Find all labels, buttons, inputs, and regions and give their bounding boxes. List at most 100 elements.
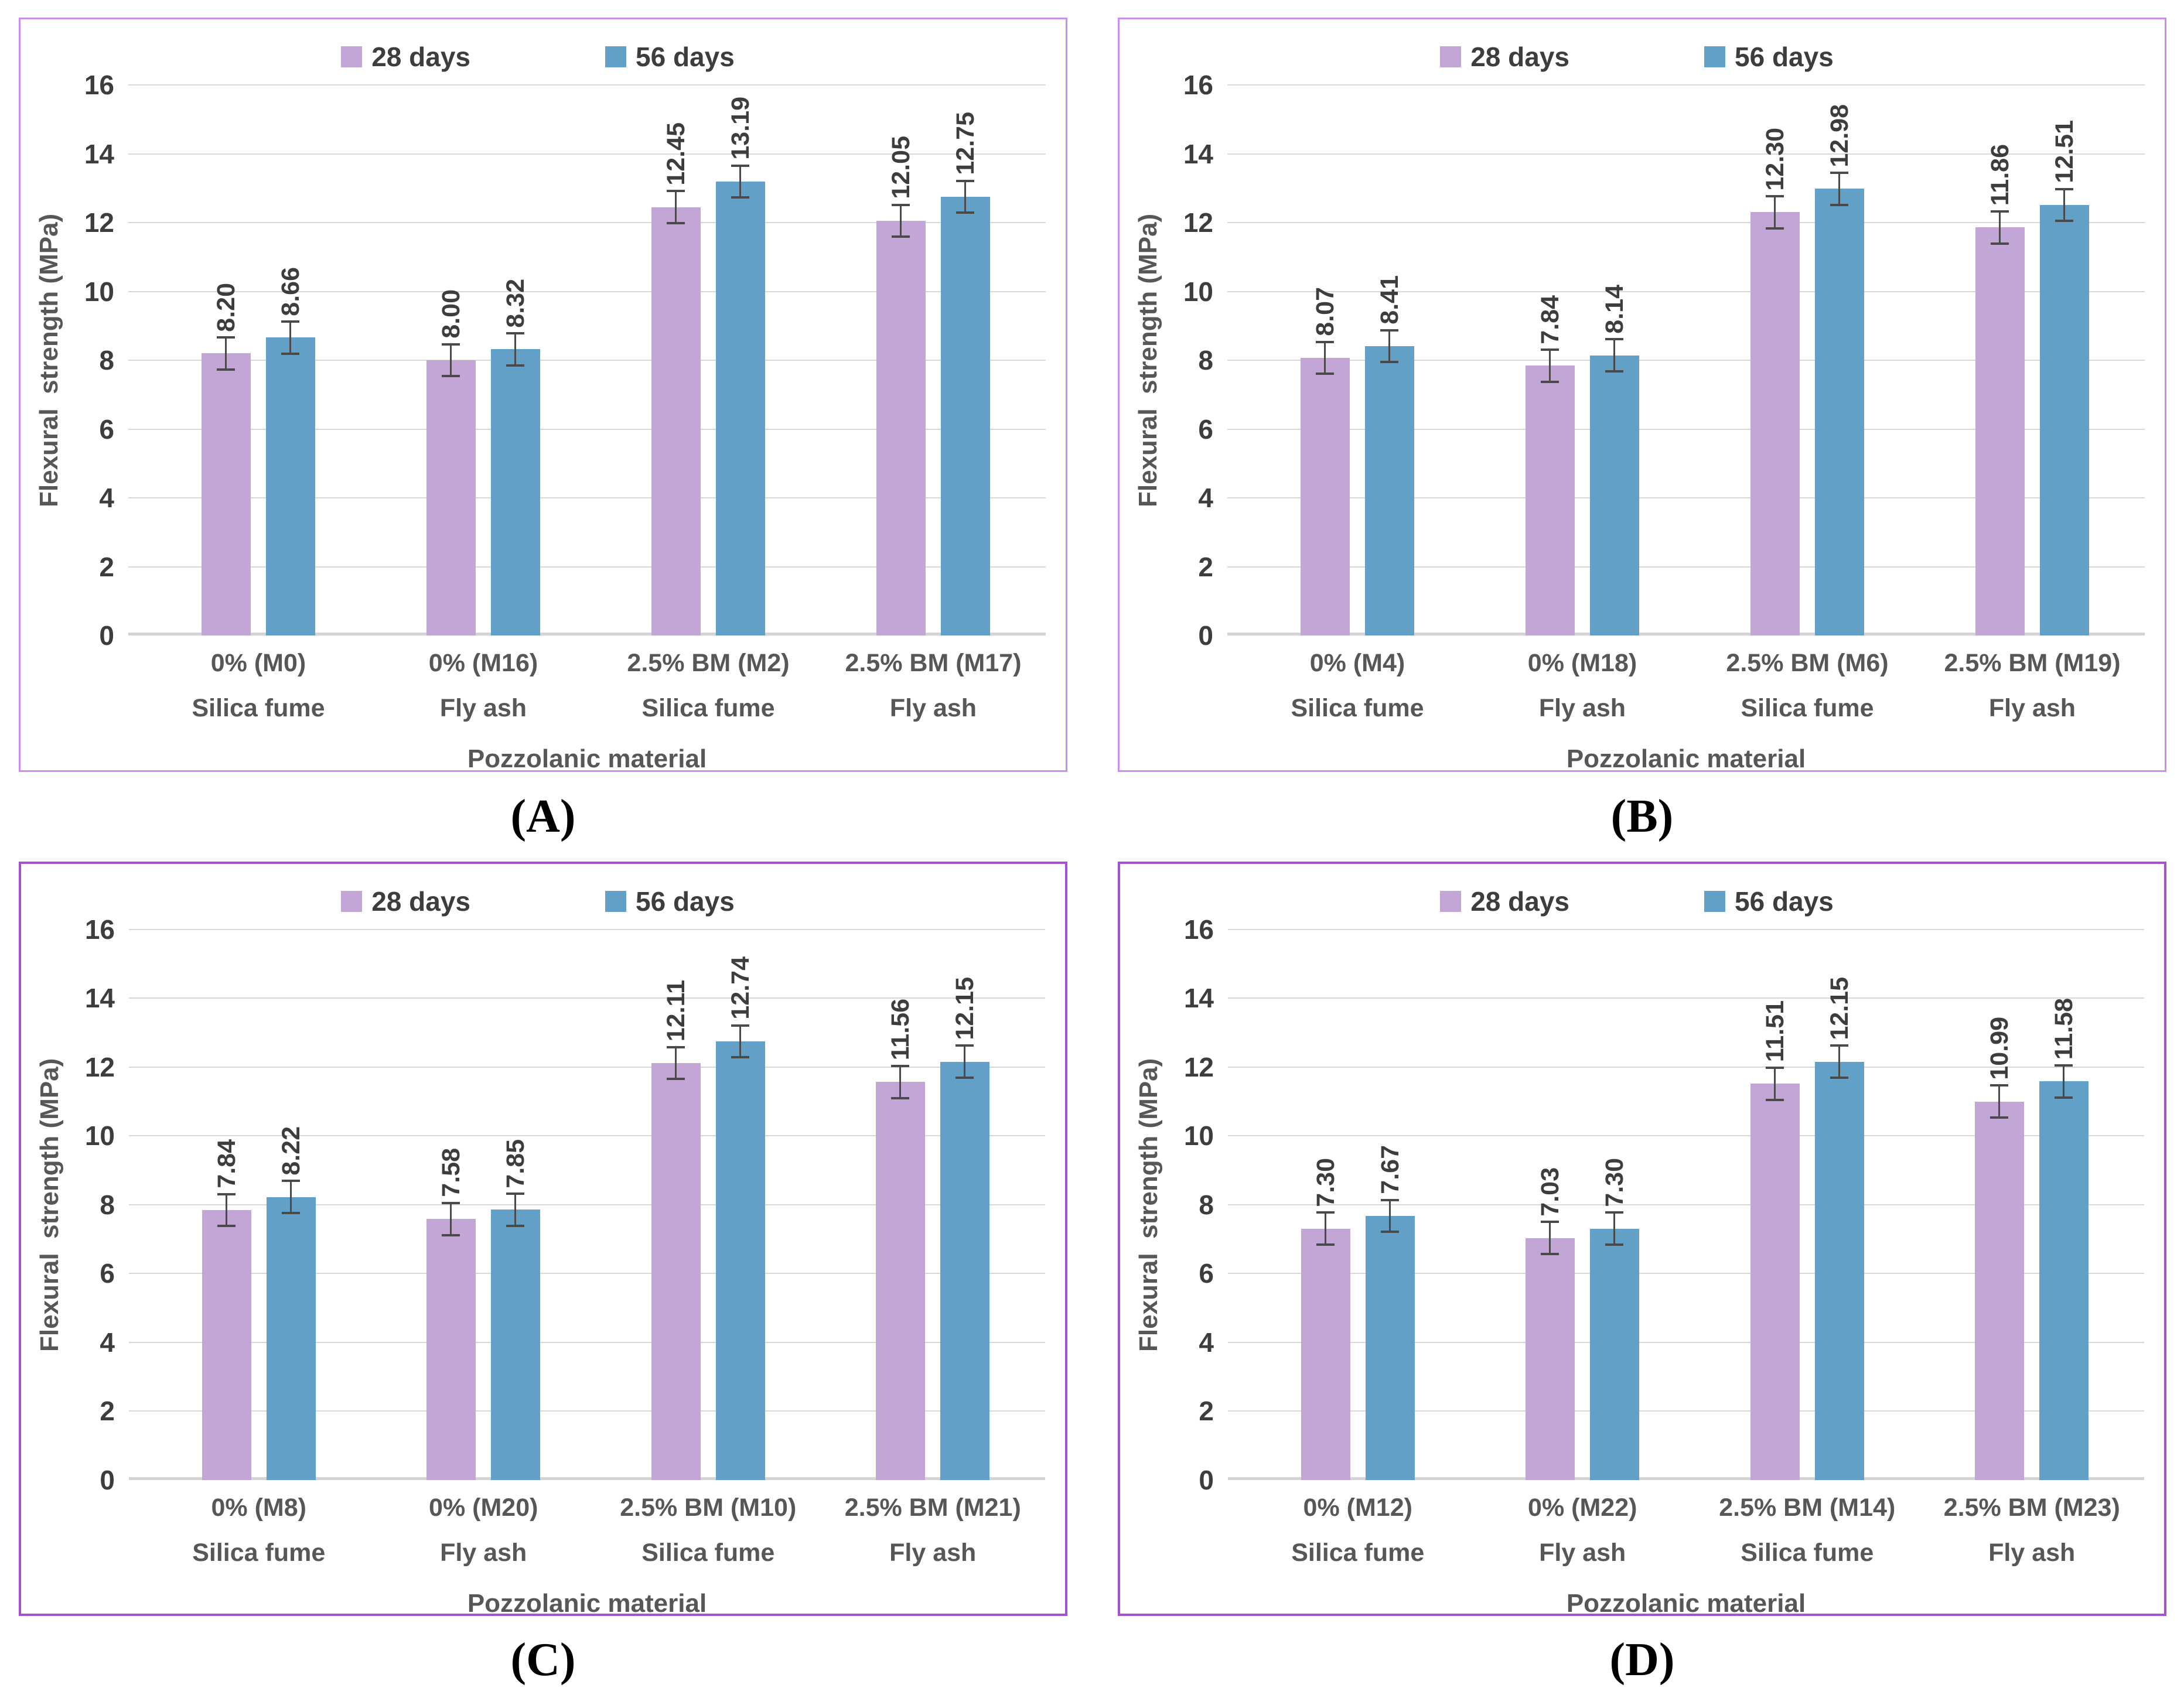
x-category-line2: Fly ash [889, 1538, 977, 1567]
gridline [128, 428, 1046, 430]
y-tick-label: 12 [84, 1051, 115, 1082]
value-label: 11.51 [1760, 1000, 1789, 1062]
value-label: 7.58 [437, 1148, 466, 1198]
error-bar [731, 164, 749, 199]
y-axis: Flexural strength (MPa) 0 2 4 6 8 10 12 14 16 [1129, 71, 1227, 649]
y-tick-label: 4 [1199, 1327, 1214, 1358]
error-bar [1766, 195, 1784, 230]
bar-group-cell: 10.99 11.58 [1920, 930, 2145, 1480]
value-label: 8.22 [277, 1126, 305, 1176]
gridline [129, 1273, 1045, 1274]
legend-item-28-days: 28 days [1440, 41, 1569, 73]
y-tick-label: 4 [100, 1327, 115, 1358]
plot-area: 8.20 8.66 8.00 8.32 12.45 13.19 12.05 12.75 [128, 84, 1046, 635]
chart-panel-d: 28 days 56 days Flexural strength (MPa) 0 2 4… [1118, 861, 2166, 1618]
y-tick-label: 10 [84, 276, 114, 307]
value-label: 12.30 [1761, 127, 1789, 191]
error-bar [955, 1044, 974, 1079]
bar-28-days: 12.45 [651, 122, 701, 635]
caption-c: (C) [510, 1634, 576, 1686]
x-category-labels: 0% (M4) Silica fume 0% (M18) Fly ash 2.5% BM… [1227, 651, 2145, 721]
value-label: 12.74 [726, 956, 755, 1020]
y-tick-label: 10 [1183, 1120, 1214, 1151]
bar-fill [1365, 346, 1414, 635]
bar-56-days: 8.14 [1590, 285, 1639, 635]
error-bar [281, 1180, 300, 1214]
legend-label: 28 days [371, 886, 470, 917]
bar-28-days: 11.51 [1750, 1000, 1800, 1480]
bar-56-days: 12.98 [1815, 104, 1864, 635]
y-tick-label: 4 [1198, 483, 1213, 513]
error-bar [1605, 338, 1623, 373]
bar-fill [266, 1197, 316, 1480]
legend: 28 days 56 days [1129, 29, 2145, 85]
bar-28-days: 7.84 [202, 1139, 251, 1480]
chart-panel-b: 28 days 56 days Flexural strength (MPa) 0 2 4… [1118, 18, 2166, 773]
x-category-line1: 0% (M0) [210, 649, 306, 677]
legend-swatch-icon [341, 46, 363, 67]
x-category-line2: Silica fume [1291, 694, 1424, 722]
bar-fill [426, 1219, 476, 1480]
x-axis-line [129, 1477, 1045, 1480]
error-bar [217, 1193, 236, 1228]
legend-label: 28 days [1470, 886, 1569, 917]
bar-56-days: 8.22 [266, 1126, 316, 1480]
x-category-line2: Silica fume [192, 1538, 326, 1567]
bar-group: 12.30 12.98 [1750, 104, 1864, 635]
y-tick-label: 2 [99, 551, 114, 582]
value-label: 13.19 [726, 97, 755, 160]
bar-fill [2039, 1081, 2089, 1480]
value-label: 12.75 [951, 112, 980, 175]
error-bar [217, 336, 235, 371]
y-tick-label: 16 [1183, 914, 1214, 945]
bar-fill [715, 1041, 765, 1480]
x-category-label: 2.5% BM (M21) Fly ash [821, 1495, 1046, 1566]
legend: 28 days 56 days [30, 873, 1045, 930]
bar-group-cell: 12.05 12.75 [821, 85, 1046, 635]
gridline [129, 997, 1045, 999]
error-bar [2055, 187, 2073, 223]
x-category-line2: Fly ash [1538, 694, 1626, 722]
bar-fill [1590, 355, 1639, 635]
legend-swatch-icon [1440, 890, 1462, 912]
x-category-line1: 2.5% BM (M6) [1726, 649, 1889, 677]
bar-group-cell: 7.30 7.67 [1245, 930, 1470, 1480]
gridline [1227, 566, 2145, 568]
legend-item-56-days: 56 days [1704, 41, 1834, 73]
x-category-line1: 2.5% BM (M21) [844, 1493, 1021, 1522]
error-bar [731, 1024, 749, 1059]
value-label: 7.30 [1601, 1157, 1629, 1207]
x-category-label: 0% (M0) Silica fume [146, 651, 371, 721]
legend-label: 56 days [1735, 886, 1834, 917]
value-label: 12.51 [2050, 120, 2079, 184]
gridline [129, 1341, 1045, 1343]
legend: 28 days 56 days [30, 29, 1046, 85]
x-category-line1: 0% (M12) [1303, 1493, 1412, 1522]
x-category-line1: 2.5% BM (M17) [845, 649, 1022, 677]
legend-item-28-days: 28 days [1440, 886, 1569, 917]
bar-group-cell: 12.11 12.74 [596, 930, 821, 1480]
caption-d: (D) [1609, 1634, 1675, 1686]
legend-item-56-days: 56 days [605, 886, 735, 917]
x-category-line1: 0% (M20) [429, 1493, 538, 1522]
bar-28-days: 12.05 [876, 136, 926, 635]
x-category-label: 2.5% BM (M2) Silica fume [596, 651, 821, 721]
bar-fill [1975, 1101, 2025, 1480]
x-axis-title: Pozzolanic material [467, 1588, 707, 1618]
x-category-label: 2.5% BM (M14) Silica fume [1695, 1495, 1920, 1566]
value-label: 11.58 [2050, 997, 2079, 1060]
y-tick-label: 6 [1198, 414, 1213, 445]
x-category-label: 2.5% BM (M10) Silica fume [596, 1495, 821, 1566]
bar-group-cell: 8.07 8.41 [1245, 85, 1470, 635]
y-tick-label: 12 [1183, 1051, 1214, 1082]
y-tick-label: 2 [1198, 551, 1213, 582]
y-tick-label: 8 [1198, 345, 1213, 375]
legend: 28 days 56 days [1129, 873, 2144, 930]
legend-label: 56 days [1735, 42, 1834, 72]
bar-56-days: 12.15 [940, 977, 990, 1480]
bar-fill [1301, 357, 1350, 635]
bar-fill [266, 337, 315, 635]
x-category-line2: Silica fume [1741, 694, 1874, 722]
value-label: 12.98 [1825, 104, 1854, 168]
